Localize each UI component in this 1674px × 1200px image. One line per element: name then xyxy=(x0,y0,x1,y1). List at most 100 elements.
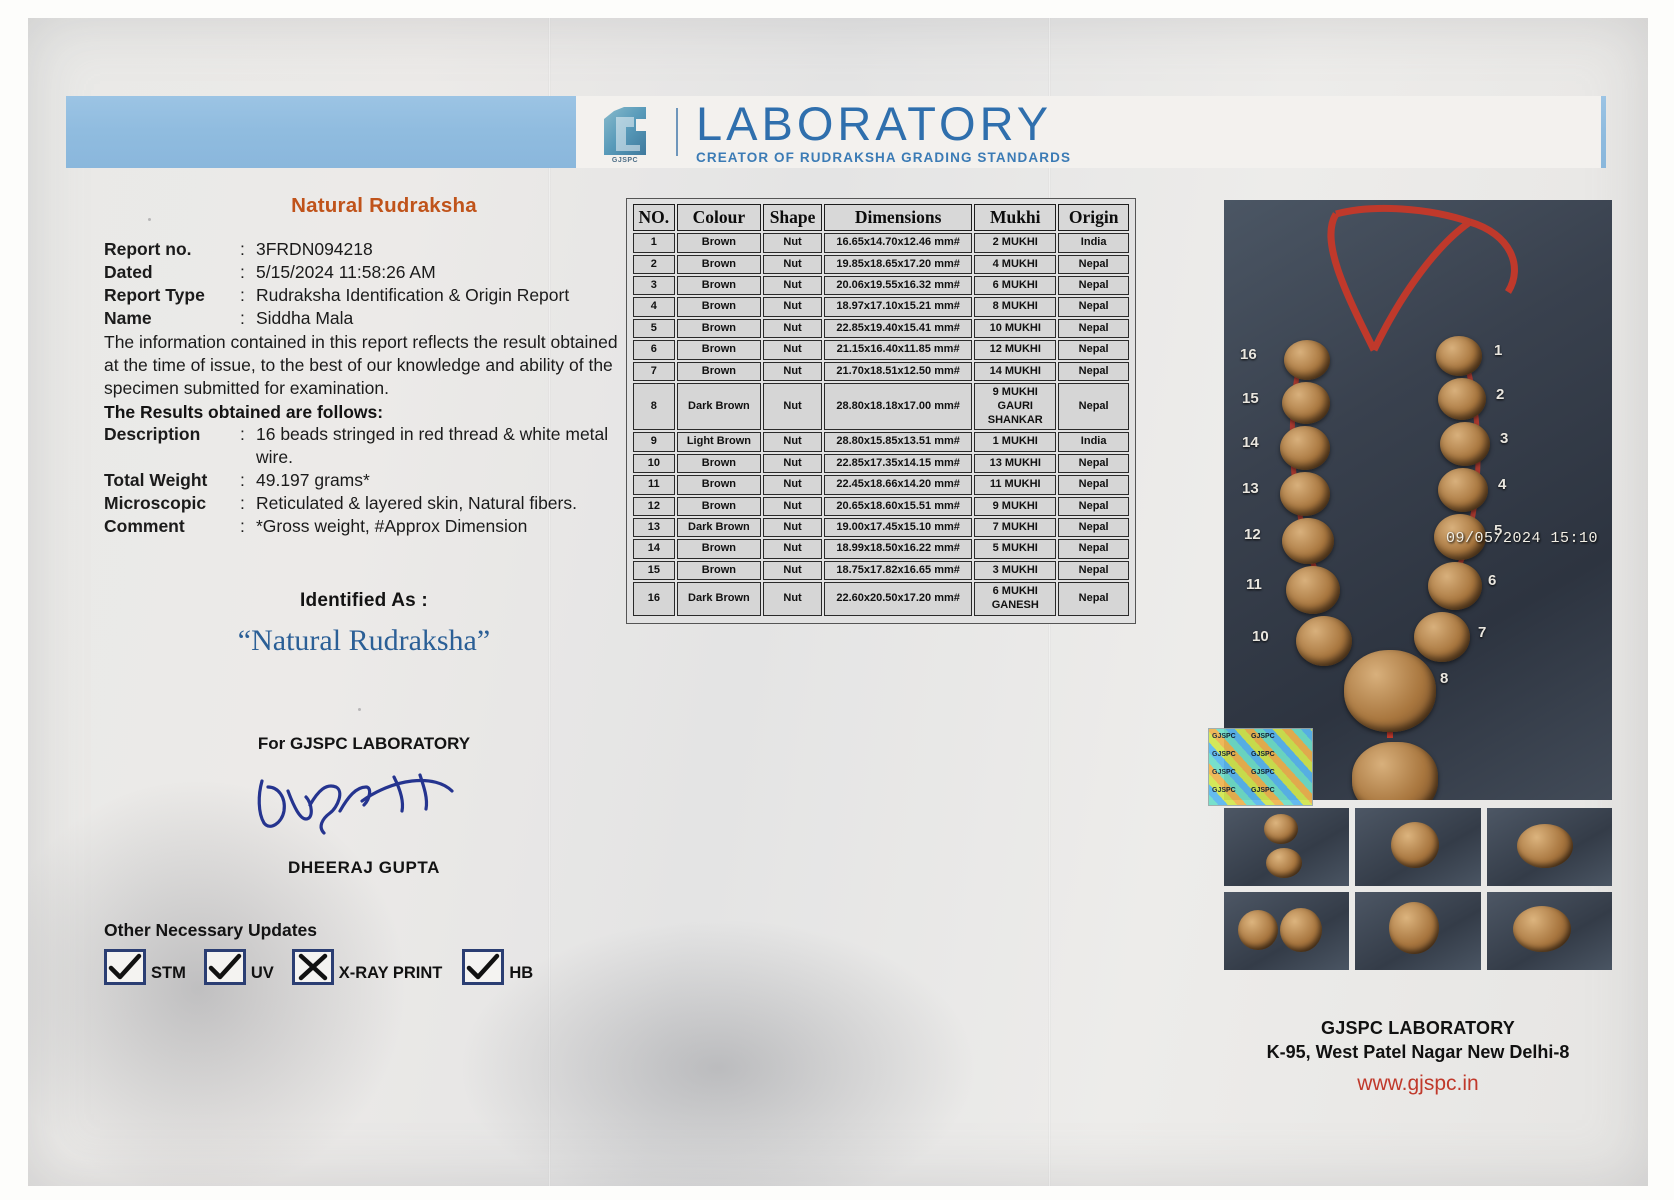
cell-shape: Nut xyxy=(763,475,823,495)
result-label: Total Weight xyxy=(104,469,208,490)
bead-number-7: 7 xyxy=(1478,624,1487,641)
table-row: 2 Brown Nut 19.85x18.65x17.20 mm# 4 MUKHI Nep… xyxy=(633,254,1129,275)
results-heading: The Results obtained are follows: xyxy=(104,401,384,422)
cell-mukhi: 9 MUKHI GAURI SHANKAR xyxy=(974,383,1057,431)
cell-origin: Nepal xyxy=(1058,453,1129,474)
cell-dimensions: 19.00x17.45x15.10 mm# xyxy=(824,517,973,538)
bead-number-6: 6 xyxy=(1488,572,1497,589)
update-item-stm[interactable]: STM xyxy=(104,949,186,986)
bead-5 xyxy=(1434,514,1486,560)
header-band: GJSPC LABORATORY CREATOR OF RUDRAKSHA GR… xyxy=(66,96,1606,168)
certificate-sheet: GJSPC LABORATORY CREATOR OF RUDRAKSHA GR… xyxy=(28,18,1648,1186)
cell-colour: Brown xyxy=(676,496,762,516)
cell-no: 3 xyxy=(633,276,675,296)
cell-shape: Nut xyxy=(763,297,823,317)
cell-origin: Nepal xyxy=(1058,517,1129,538)
field-row-report-type: Report Type : Rudraksha Identification &… xyxy=(104,284,624,307)
update-label-uv: UV xyxy=(250,964,274,983)
cell-mukhi: 5 MUKHI xyxy=(974,539,1057,559)
cell-no: 5 xyxy=(633,318,675,339)
bead-15 xyxy=(1282,382,1330,424)
bead-number-14: 14 xyxy=(1242,434,1259,451)
signature-image xyxy=(104,758,624,844)
paper-speck xyxy=(148,218,151,221)
hologram-text: GJSPC xyxy=(1251,787,1275,794)
cell-shape: Nut xyxy=(763,318,823,339)
bead-number-1: 1 xyxy=(1494,342,1503,359)
bead-12 xyxy=(1282,518,1334,564)
lab-subtitle: CREATOR OF RUDRAKSHA GRADING STANDARDS xyxy=(696,149,1072,165)
cell-origin: Nepal xyxy=(1058,318,1129,339)
logo-divider xyxy=(676,108,678,156)
table-row: 13 Dark Brown Nut 19.00x17.45x15.10 mm# 7 MU… xyxy=(633,517,1129,538)
hologram-text: GJSPC xyxy=(1212,769,1236,776)
cell-mukhi: 12 MUKHI xyxy=(974,340,1057,360)
update-item-xray-print[interactable]: X-RAY PRINT xyxy=(291,949,442,986)
identified-as-label: Identified As : xyxy=(300,590,428,612)
cell-shape: Nut xyxy=(763,361,823,382)
fold-line-left xyxy=(548,18,551,1186)
field-row-dated: Dated : 5/15/2024 11:58:26 AM xyxy=(104,261,624,284)
cell-origin: India xyxy=(1058,233,1129,253)
field-colon: : xyxy=(240,308,245,329)
cell-dimensions: 18.99x18.50x16.22 mm# xyxy=(824,539,973,559)
cell-origin: India xyxy=(1058,432,1129,452)
bead-1 xyxy=(1436,336,1482,376)
cell-no: 1 xyxy=(633,233,675,253)
cell-colour: Brown xyxy=(676,233,762,253)
photo-timestamp: 09/05/2024 15:10 xyxy=(1445,530,1598,547)
bead-number-3: 3 xyxy=(1500,430,1509,447)
cell-dimensions: 22.85x19.40x15.41 mm# xyxy=(824,318,973,339)
bead-number-11: 11 xyxy=(1246,576,1262,593)
update-label-stm: STM xyxy=(151,964,186,983)
check-icon xyxy=(208,953,242,980)
result-value: 49.197 grams* xyxy=(256,469,370,490)
result-label: Microscopic xyxy=(104,492,207,513)
hologram-text: GJSPC xyxy=(1251,751,1275,758)
cell-dimensions: 22.45x18.66x14.20 mm# xyxy=(824,475,973,495)
cell-shape: Nut xyxy=(763,582,823,616)
cell-colour: Brown xyxy=(676,539,762,559)
bead-number-15: 15 xyxy=(1242,390,1259,407)
update-label-hb: HB xyxy=(509,964,534,983)
update-item-uv[interactable]: UV xyxy=(203,949,274,986)
checkbox-uv[interactable] xyxy=(203,949,246,986)
column-header-dimensions: Dimensions xyxy=(824,204,973,232)
bead-10 xyxy=(1296,616,1352,666)
cell-no: 7 xyxy=(633,361,675,382)
cell-colour: Brown xyxy=(676,276,762,296)
cell-no: 15 xyxy=(633,560,675,581)
checkbox-hb[interactable] xyxy=(462,949,505,986)
table-row: 15 Brown Nut 18.75x17.82x16.65 mm# 3 MUKHI Ne… xyxy=(633,560,1129,581)
cell-colour: Dark Brown xyxy=(676,517,762,538)
hologram-text: GJSPC xyxy=(1212,787,1236,794)
result-label: Description xyxy=(104,423,201,444)
result-colon: : xyxy=(240,492,245,513)
table-row: 9 Light Brown Nut 28.80x15.85x13.51 mm# 1 MU… xyxy=(633,432,1129,452)
hologram-sticker: GJSPC GJSPC GJSPC GJSPC GJSPC GJSPC GJSP… xyxy=(1208,728,1313,806)
checkbox-xray-print[interactable] xyxy=(291,949,334,986)
cell-no: 9 xyxy=(633,432,675,452)
checkbox-stm[interactable] xyxy=(104,949,146,986)
field-colon: : xyxy=(240,262,245,283)
cell-dimensions: 19.85x18.65x17.20 mm# xyxy=(824,254,973,275)
lab-title: LABORATORY xyxy=(696,96,1053,150)
cell-origin: Nepal xyxy=(1058,560,1129,581)
cell-colour: Brown xyxy=(676,475,762,495)
bead-number-2: 2 xyxy=(1496,386,1505,403)
cell-mukhi: 4 MUKHI xyxy=(974,254,1057,275)
lab-title-group: LABORATORY CREATOR OF RUDRAKSHA GRADING … xyxy=(696,100,1071,165)
result-row-microscopic: Microscopic : Reticulated & layered skin… xyxy=(104,492,624,515)
cell-no: 12 xyxy=(633,496,675,516)
disclaimer-text: The information contained in this report… xyxy=(104,332,618,398)
footer-website[interactable]: www.gjspc.in xyxy=(1357,1072,1479,1095)
cell-dimensions: 21.15x16.40x11.85 mm# xyxy=(824,340,973,360)
cell-origin: Nepal xyxy=(1058,475,1129,495)
cell-shape: Nut xyxy=(763,383,823,431)
update-item-hb[interactable]: HB xyxy=(462,949,534,986)
field-value: 5/15/2024 11:58:26 AM xyxy=(256,262,436,283)
cell-origin: Nepal xyxy=(1058,276,1129,296)
hologram-text: GJSPC xyxy=(1212,733,1236,740)
cell-shape: Nut xyxy=(763,496,823,516)
result-value: 16 beads stringed in red thread & white … xyxy=(256,423,609,467)
